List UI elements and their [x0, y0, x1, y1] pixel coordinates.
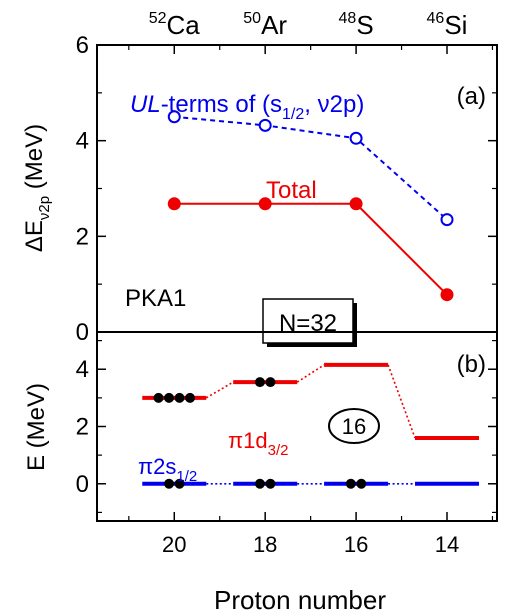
occupation-dot — [164, 478, 175, 489]
panel-a-series — [167, 110, 454, 302]
y-tick-label-b: 4 — [76, 356, 89, 383]
nucleus-mass: 50 — [243, 10, 261, 27]
blue-series-label: UL-terms of (s1/2, ν2p) — [130, 91, 364, 123]
nucleus-mass: 46 — [427, 10, 445, 27]
svg-text:E (MeV): E (MeV) — [23, 383, 50, 471]
nucleus-label: 50Ar — [243, 10, 287, 40]
data-point — [440, 213, 454, 227]
occupation-dot — [185, 392, 196, 403]
occupation-dot — [265, 377, 276, 388]
nucleus-mass: 48 — [339, 10, 357, 27]
red-series-label: Total — [266, 177, 317, 204]
data-point — [440, 288, 454, 302]
occupation-dot — [164, 392, 175, 403]
occupation-dot — [254, 478, 265, 489]
series-line-0 — [174, 115, 448, 221]
gap-label: 16 — [342, 414, 366, 439]
y-tick-label-a: 2 — [76, 223, 89, 250]
occupation-dot — [153, 392, 164, 403]
nucleus-symbol: Si — [444, 10, 467, 40]
d32-level-label: π1d3/2 — [228, 428, 289, 459]
panel-b: 0 2 4 (b) π1d3/2 π2s1/2 16 E (MeV) — [23, 331, 498, 522]
data-point — [167, 197, 181, 211]
x-tick-label: 14 — [435, 532, 459, 557]
level-connector — [205, 381, 234, 399]
y-tick-label-a: 4 — [76, 128, 89, 155]
panel-a: 0 2 4 6 (a) UL-terms of (s1/2, ν2p) Total P… — [21, 32, 498, 347]
panel-b-label: (b) — [457, 351, 486, 378]
y-tick-label-b: 2 — [76, 414, 89, 441]
nucleus-symbol: Ca — [167, 10, 201, 40]
gap-circle — [328, 408, 380, 444]
occupation-dot — [174, 478, 185, 489]
model-label: PKA1 — [125, 285, 186, 312]
nucleus-mass: 52 — [149, 10, 167, 27]
level-connector — [296, 364, 325, 383]
shell-label-box: N=32 — [262, 298, 357, 347]
panel-a-ticks: 0 2 4 6 — [76, 32, 497, 346]
panel-b-levels — [142, 362, 479, 489]
x-tick-label: 18 — [253, 532, 277, 557]
nucleus-symbol: Ar — [261, 10, 287, 40]
series-line-1 — [174, 202, 448, 296]
nucleus-label: 52Ca — [149, 10, 201, 40]
level-connector — [387, 364, 416, 439]
x-axis-label: Proton number — [214, 585, 386, 615]
y-tick-label-a: 6 — [76, 32, 89, 59]
panel-b-ticks: 0 2 4 — [76, 339, 497, 521]
panel-b-ylabel: E (MeV) — [23, 383, 50, 471]
nucleus-label: 46Si — [427, 10, 468, 40]
nucleus-symbol: S — [356, 10, 373, 40]
panel-b-frame — [96, 331, 498, 522]
data-point — [258, 118, 272, 132]
data-point — [349, 197, 363, 211]
svg-text:ΔEν2p (MeV): ΔEν2p (MeV) — [21, 124, 53, 252]
y-tick-label-b: 0 — [76, 471, 89, 498]
panel-a-label: (a) — [457, 83, 486, 110]
y-tick-label-a: 0 — [76, 319, 89, 346]
data-point — [258, 197, 272, 211]
occupation-dot — [254, 377, 265, 388]
x-tick-labels: 20 18 16 14 — [162, 532, 459, 557]
x-tick-label: 20 — [162, 532, 186, 557]
s12-level-label: π2s1/2 — [138, 454, 197, 485]
occupation-dot — [345, 478, 356, 489]
top-axis-nucleus-labels: 52Ca 50Ar 48S 46Si — [149, 10, 468, 40]
data-point — [167, 110, 181, 124]
occupation-dot — [265, 478, 276, 489]
occupation-dot — [356, 478, 367, 489]
panel-a-ylabel: ΔEν2p (MeV) — [21, 124, 53, 252]
x-tick-label: 16 — [344, 532, 368, 557]
occupation-dot — [174, 392, 185, 403]
data-point — [349, 131, 363, 145]
nucleus-label: 48S — [339, 10, 374, 40]
